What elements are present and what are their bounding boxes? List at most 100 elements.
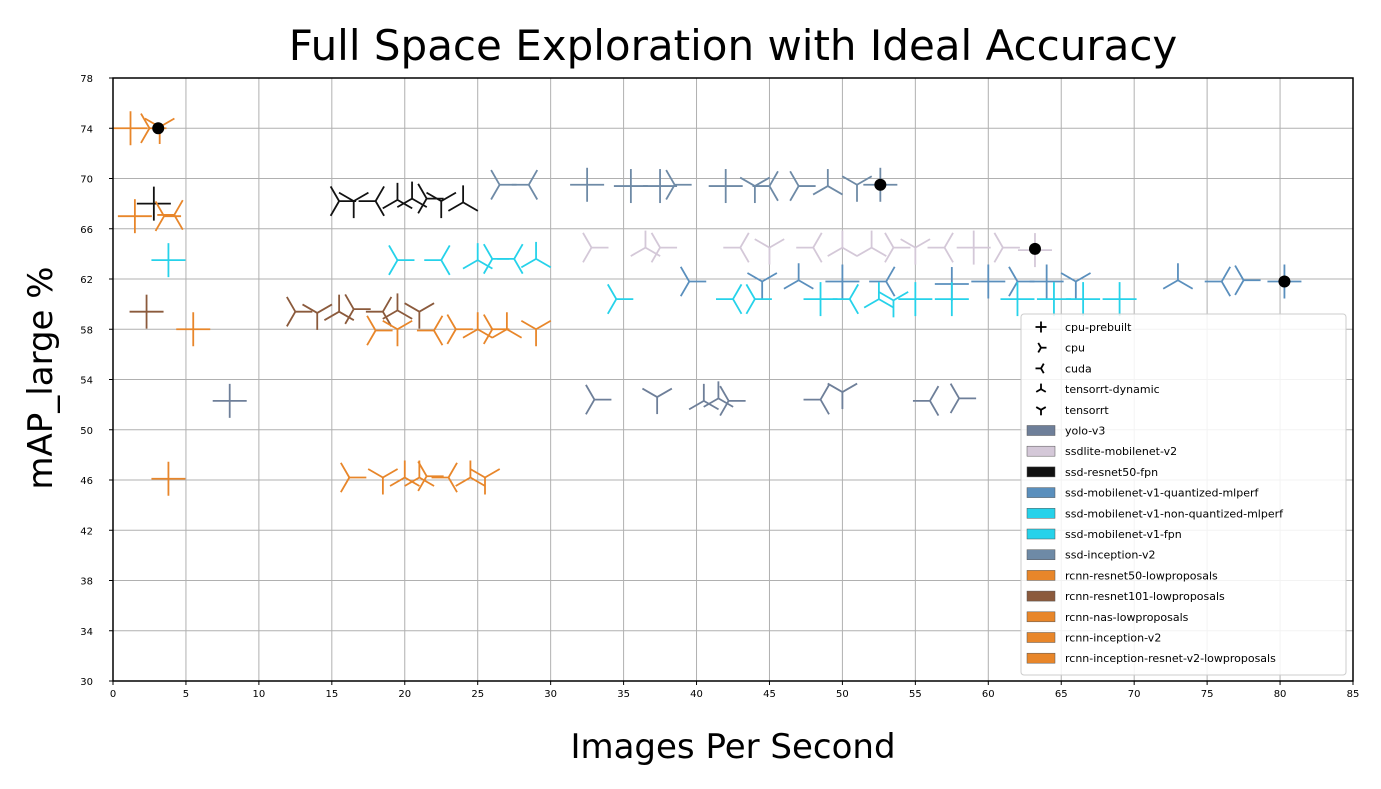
data-layer [113,111,1302,496]
data-point [708,169,743,204]
data-point [136,186,171,221]
x-tick-label: 20 [398,689,411,700]
data-point [783,263,814,290]
legend-item: cpu-prebuilt [1035,321,1132,334]
data-point [151,461,186,496]
legend-marker [1035,406,1047,416]
data-point [520,241,552,269]
legend-label: cpu-prebuilt [1065,321,1132,334]
data-point [927,232,954,263]
data-point [803,384,830,415]
legend-label: ssd-inception-v2 [1065,549,1156,562]
data-point [358,185,385,217]
data-point [863,282,895,309]
legend-item: ssd-mobilenet-v1-fpn [1026,528,1182,541]
data-point [117,199,152,234]
data-point [113,111,148,146]
data-point [641,387,673,415]
data-point [582,232,609,263]
data-point [607,283,634,315]
series-ssd-resnet50-fpn [136,181,479,221]
data-point [789,170,816,202]
data-point [1162,263,1194,290]
series-rcnn-inception-v2 [176,312,552,347]
data-point [396,181,428,208]
data-point [825,264,860,299]
legend-swatch [1026,549,1056,560]
data-point [934,282,969,317]
y-tick-label: 42 [80,526,93,537]
data-point [367,468,399,495]
legend-swatch [1026,632,1056,643]
legend-item: ssd-resnet50-fpn [1026,466,1158,479]
data-point [803,282,838,317]
data-point [404,302,435,329]
series-yolo-v3 [212,381,977,418]
data-point [856,230,887,257]
legend-item: rcnn-inception-resnet-v2-lowproposals [1026,652,1276,665]
legend-swatch [1026,425,1056,436]
data-point [129,294,164,329]
legend-label: rcnn-resnet50-lowproposals [1065,569,1218,582]
data-point [1060,272,1091,299]
series-ssd-mobilenet-v1-fpn [151,241,552,278]
data-point [417,461,444,492]
legend-swatch [1026,466,1056,478]
y-tick-label: 54 [80,376,93,387]
data-point [716,283,743,315]
data-point [912,385,940,417]
data-point [382,182,413,210]
legend-swatch [1026,652,1056,664]
data-point [176,312,211,347]
data-point [665,169,692,200]
data-point [971,264,1006,299]
series-ssd-inception-v2 [490,167,898,204]
data-point [796,232,823,263]
y-tick-label: 78 [80,74,93,85]
data-point [747,272,778,299]
data-point [431,462,458,493]
legend-label: rcnn-nas-lowproposals [1065,611,1189,624]
legend-marker [1037,342,1047,353]
legend-label: rcnn-inception-resnet-v2-lowproposals [1065,652,1276,665]
legend-label: ssdlite-mobilenet-v2 [1065,445,1177,458]
legend-marker [1035,383,1047,393]
legend-swatch [1026,590,1056,602]
data-point [520,319,552,347]
pareto-point [1278,275,1291,288]
data-point [650,232,678,263]
y-ticks: 30 34 38 42 46 50 54 58 62 66 70 74 78 [80,74,113,688]
legend-item: ssd-inception-v2 [1026,549,1156,562]
legend-item: tensorrt [1035,404,1109,417]
data-point [157,199,184,231]
data-point [841,175,873,202]
legend-label: ssd-resnet50-fpn [1065,466,1158,479]
data-point [286,296,313,327]
legend-box [1020,313,1347,676]
x-tick-label: 0 [110,689,116,700]
x-tick-label: 60 [982,689,995,700]
data-point [1036,282,1071,317]
data-point [323,294,355,321]
data-point [878,291,909,318]
data-point [382,293,413,320]
legend-item: cuda [1035,362,1092,375]
data-point [719,385,746,417]
x-tick-label: 85 [1347,689,1360,700]
y-tick-label: 34 [80,627,93,638]
data-point [739,176,771,204]
data-point [703,381,734,408]
x-axis-label: Images Per Second [570,727,895,767]
x-tick-label: 80 [1274,689,1287,700]
pareto-point [874,178,887,191]
y-tick-label: 70 [80,175,93,186]
data-point [1204,266,1231,297]
data-point [447,185,479,212]
legend-swatch [1026,528,1056,540]
data-point [417,183,444,214]
series-rcnn-resnet50-lowproposals [113,111,184,234]
data-point [338,191,369,219]
y-tick-label: 58 [80,325,93,336]
pareto-point [1028,242,1041,255]
legend-swatch [1026,487,1056,498]
